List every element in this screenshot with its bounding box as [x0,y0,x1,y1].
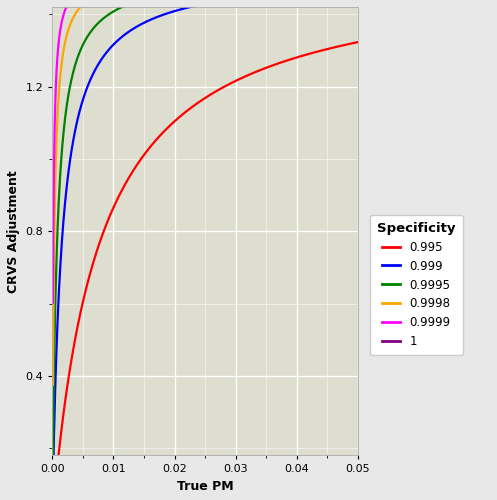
0.9995 [50,454,56,460]
0.995 [198,98,204,103]
0.9999 [66,0,72,6]
0.999 [190,4,196,10]
Y-axis label: CRVS Adjustment: CRVS Adjustment [7,170,20,292]
0.999 [66,169,72,175]
0.9998 [66,26,72,32]
0.995 [346,41,352,47]
0.9999 [50,300,56,306]
Legend: 0.995, 0.999, 0.9995, 0.9998, 0.9999, 1: 0.995, 0.999, 0.9995, 0.9998, 0.9999, 1 [370,214,463,356]
Line: 0.9999: 0.9999 [53,0,358,303]
0.999 [50,484,56,490]
0.995 [346,41,352,47]
0.999 [198,2,204,8]
0.995 [355,39,361,45]
0.995 [190,103,196,109]
X-axis label: True PM: True PM [177,480,234,493]
Line: 0.995: 0.995 [53,42,358,500]
0.9998 [50,382,56,388]
0.9995 [66,92,72,98]
Line: 0.9998: 0.9998 [53,0,358,384]
0.995 [290,56,296,62]
Line: 0.999: 0.999 [53,0,358,486]
Line: 0.9995: 0.9995 [53,0,358,456]
0.995 [66,376,72,382]
